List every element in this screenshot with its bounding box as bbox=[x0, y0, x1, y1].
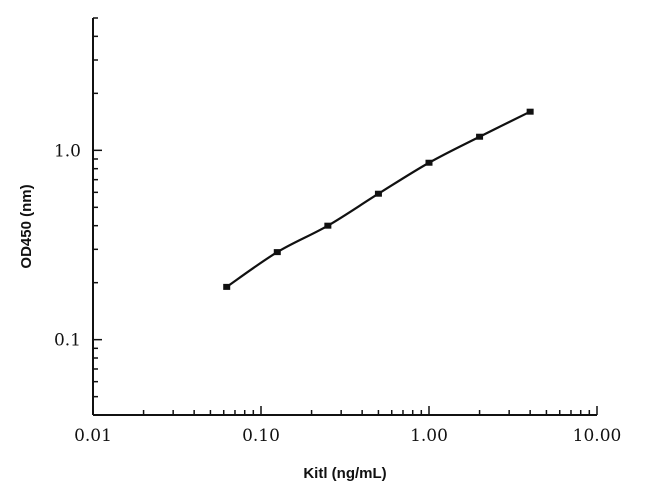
y-tick-label: 1.0 bbox=[54, 141, 81, 161]
y-tick-label: 0.1 bbox=[54, 331, 81, 351]
x-tick-label: 1.00 bbox=[410, 426, 448, 446]
x-axis-title: Kitl (ng/mL) bbox=[303, 465, 386, 482]
ticks bbox=[92, 17, 598, 416]
data-point bbox=[324, 222, 332, 229]
y-axis-title: OD450 (nm) bbox=[18, 184, 35, 268]
data-point bbox=[425, 159, 433, 166]
data-point bbox=[273, 249, 281, 256]
series-line bbox=[226, 110, 531, 288]
data-point bbox=[476, 133, 484, 140]
x-tick-label: 0.10 bbox=[242, 426, 280, 446]
data-point bbox=[223, 283, 231, 290]
x-tick-label: 0.01 bbox=[74, 426, 112, 446]
axes bbox=[92, 18, 597, 416]
tick-labels: 0.01 0.10 1.00 10.00 0.1 1.0 bbox=[54, 141, 621, 446]
data-point bbox=[374, 190, 382, 197]
x-tick-label: 10.00 bbox=[573, 426, 622, 446]
data-point bbox=[526, 108, 534, 115]
data-points bbox=[223, 108, 534, 290]
